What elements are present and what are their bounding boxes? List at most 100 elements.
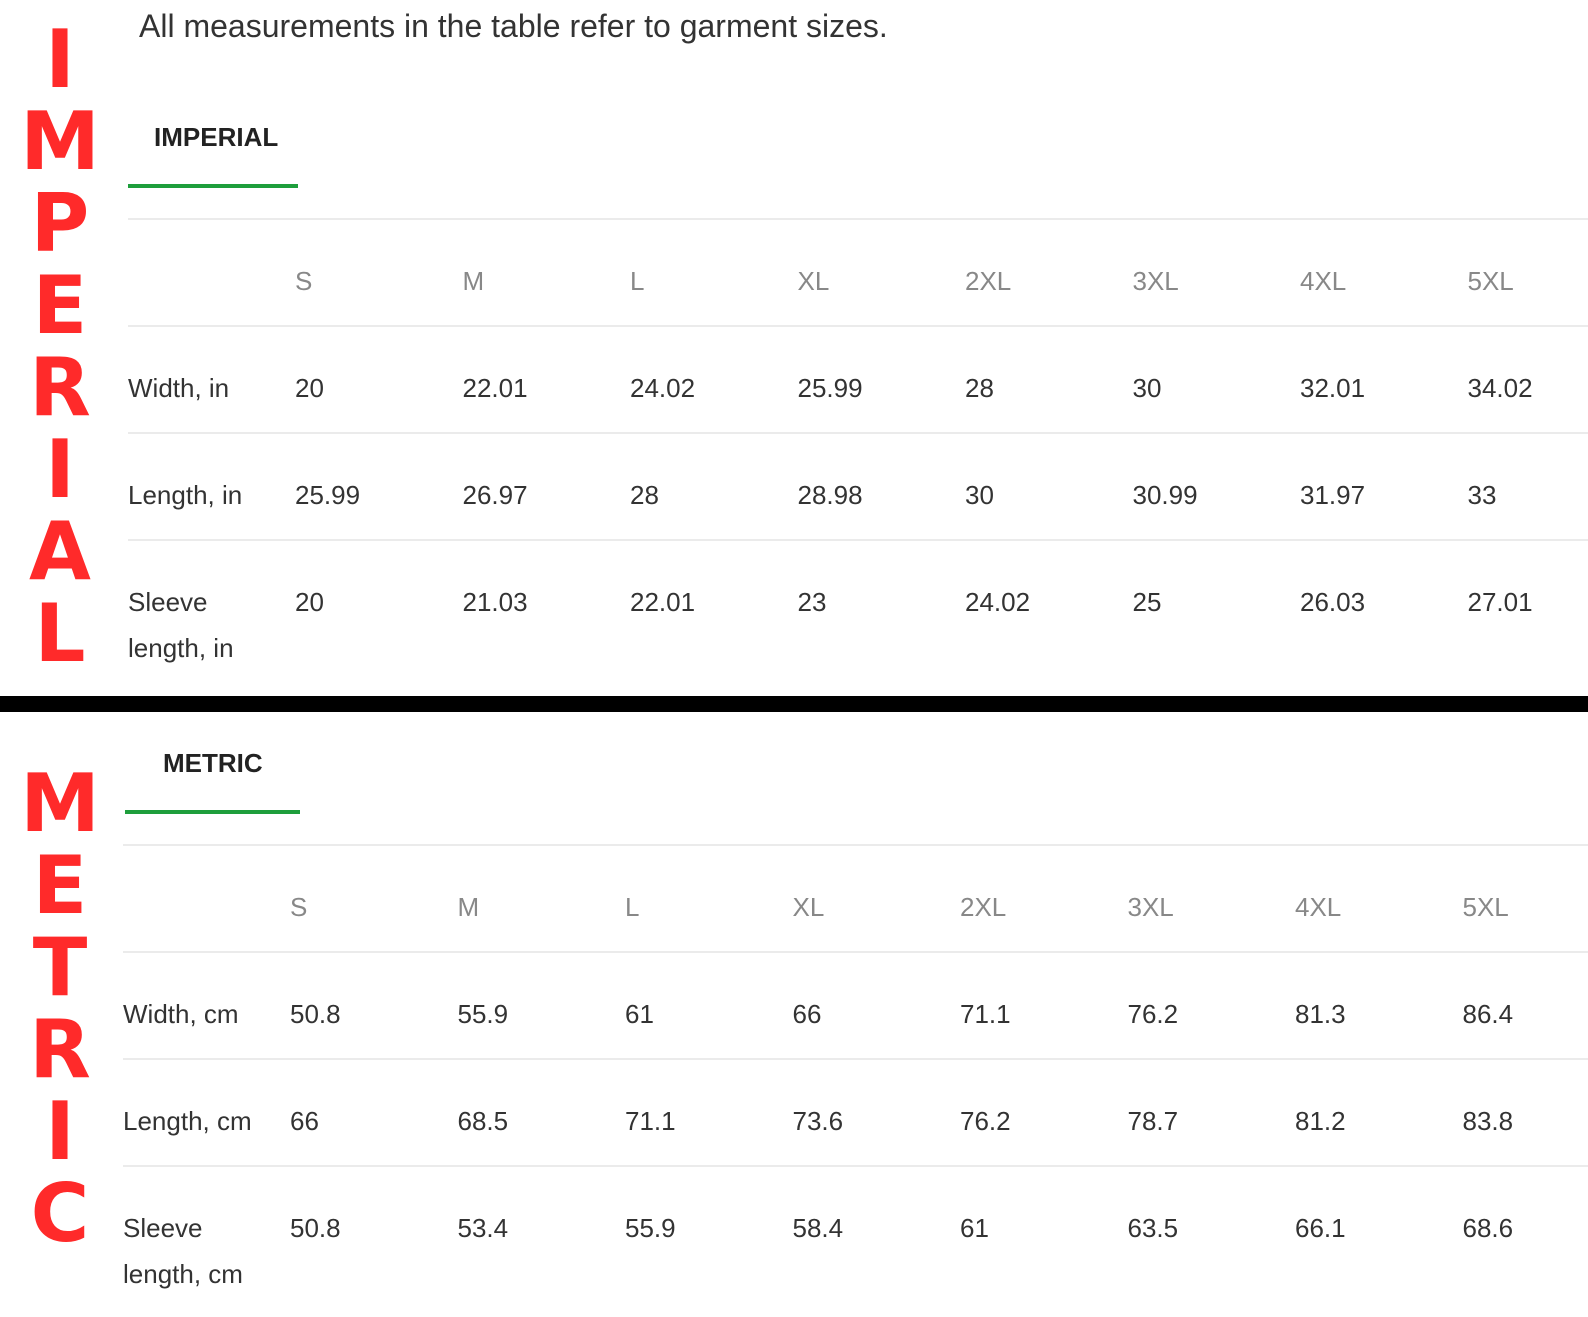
measurement-cell: 34.02	[1467, 373, 1533, 403]
measurement-cell: 26.97	[462, 480, 528, 510]
measurement-cell: 83.8	[1462, 1106, 1514, 1136]
side-letter: M	[20, 95, 100, 188]
header-corner-cell	[123, 846, 290, 884]
measurement-cell: 21.03	[462, 587, 528, 617]
measurement-cell: 28	[630, 480, 659, 510]
measurement-cell: 76.2	[1127, 999, 1179, 1029]
side-letter: C	[30, 1167, 90, 1260]
measurement-cell: 30	[965, 480, 994, 510]
measurement-cell: 20	[295, 587, 324, 617]
measurement-cell: 24.02	[630, 373, 696, 403]
row-label: Length, cm	[123, 1106, 252, 1136]
size-header-cell: 3XL	[1127, 892, 1174, 922]
measurement-cell: 58.4	[792, 1213, 844, 1243]
measurement-cell: 86.4	[1462, 999, 1514, 1029]
tab-metric-label: METRIC	[163, 748, 263, 778]
tab-imperial[interactable]: IMPERIAL	[128, 100, 298, 188]
side-letter: P	[30, 177, 90, 270]
row-label-cell: Length, in	[128, 434, 295, 518]
measurement-cell: 61	[960, 1213, 989, 1243]
tab-active-underline	[125, 810, 300, 814]
table-row: Width, cm 50.8 55.9 61 66 71.1 76.2 81.3 86.4	[123, 953, 1588, 1060]
table-row: Length, in 25.99 26.97 28 28.98 30 30.99 31.97 3…	[128, 434, 1588, 541]
side-letter: E	[32, 839, 88, 932]
size-header-cell: M	[462, 266, 485, 296]
measurement-cell: 23	[797, 587, 827, 617]
side-letter: A	[29, 505, 91, 598]
tab-imperial-label: IMPERIAL	[154, 122, 279, 152]
measurement-cell: 27.01	[1467, 587, 1533, 617]
size-header-cell: S	[290, 892, 308, 922]
table-row: Length, cm 66 68.5 71.1 73.6 76.2 78.7 81.2 83.8	[123, 1060, 1588, 1167]
metric-size-table: S M L XL 2XL 3XL 4XL 5XL Width, cm 50.8 55.9 61 66 71…	[123, 846, 1588, 1289]
size-header-cell: S	[295, 266, 313, 296]
side-letter: I	[45, 423, 75, 516]
measurement-cell: 28	[965, 373, 994, 403]
table-row: Width, in 20 22.01 24.02 25.99 28 30 32.01 34.02	[128, 327, 1588, 434]
measurement-cell: 30	[1132, 373, 1162, 403]
imperial-size-table-section: IMPERIAL S M L XL 2XL 3XL 4XL 5XL Width, in 20 22.…	[128, 100, 1588, 663]
row-label: Width, in	[128, 373, 230, 403]
measurement-cell: 26.03	[1300, 587, 1366, 617]
side-letter: E	[32, 259, 88, 352]
side-letter: M	[20, 757, 100, 850]
row-label: Length, in	[128, 480, 243, 510]
size-header-cell: 5XL	[1467, 266, 1514, 296]
measurement-cell: 68.5	[457, 1106, 509, 1136]
row-label: Sleeve length, cm	[123, 1213, 243, 1289]
row-label-cell: Width, in	[128, 327, 295, 411]
measurement-cell: 55.9	[625, 1213, 676, 1243]
table-row: Sleeve length, cm 50.8 53.4 55.9 58.4 61 63.5 6…	[123, 1167, 1588, 1289]
side-letter: R	[29, 1003, 91, 1096]
measurement-cell: 63.5	[1127, 1213, 1179, 1243]
measurement-cell: 55.9	[457, 999, 509, 1029]
measurement-cell: 76.2	[960, 1106, 1011, 1136]
header-corner-cell	[128, 220, 295, 258]
size-header-row: S M L XL 2XL 3XL 4XL 5XL	[123, 846, 1588, 953]
measurement-cell: 25.99	[295, 480, 361, 510]
tab-active-underline	[128, 184, 298, 188]
measurement-cell: 22.01	[462, 373, 528, 403]
size-header-cell: 3XL	[1132, 266, 1179, 296]
measurement-cell: 73.6	[792, 1106, 844, 1136]
measurement-cell: 28.98	[797, 480, 863, 510]
size-header-cell: 4XL	[1295, 892, 1342, 922]
table-row: Sleeve length, in 20 21.03 22.01 23 24.02 25 26…	[128, 541, 1588, 663]
measurement-cell: 33	[1467, 480, 1497, 510]
measurement-cell: 81.2	[1295, 1106, 1346, 1136]
size-header-cell: L	[630, 266, 645, 296]
size-header-cell: 4XL	[1300, 266, 1347, 296]
size-header-cell: 2XL	[960, 892, 1007, 922]
side-letter: R	[29, 341, 91, 434]
size-header-cell: 5XL	[1462, 892, 1509, 922]
measurement-cell: 78.7	[1127, 1106, 1179, 1136]
row-label-cell: Length, cm	[123, 1060, 290, 1144]
row-label: Width, cm	[123, 999, 239, 1029]
measurement-cell: 66	[792, 999, 822, 1029]
measurement-cell: 53.4	[457, 1213, 509, 1243]
measurement-cell: 25	[1132, 587, 1162, 617]
size-header-cell: 2XL	[965, 266, 1012, 296]
measurement-cell: 68.6	[1462, 1213, 1514, 1243]
size-header-row: S M L XL 2XL 3XL 4XL 5XL	[128, 220, 1588, 327]
size-header-cell: XL	[792, 892, 825, 922]
measurement-cell: 31.97	[1300, 480, 1366, 510]
size-header-cell: XL	[797, 266, 830, 296]
side-letter: I	[45, 13, 75, 106]
measurement-cell: 61	[625, 999, 654, 1029]
measurement-cell: 32.01	[1300, 373, 1366, 403]
row-label: Sleeve length, in	[128, 587, 234, 663]
measurement-cell: 25.99	[797, 373, 863, 403]
measurement-cell: 66.1	[1295, 1213, 1346, 1243]
tab-metric[interactable]: METRIC	[123, 726, 300, 814]
row-label-cell: Width, cm	[123, 953, 290, 1037]
table-top-rule	[123, 844, 1588, 846]
side-letter: I	[45, 1085, 75, 1178]
row-label-cell: Sleeve length, in	[128, 541, 295, 671]
size-header-cell: L	[625, 892, 640, 922]
section-divider	[0, 696, 1588, 712]
metric-size-table-section: METRIC S M L XL 2XL 3XL 4XL 5XL Width, cm 50.8 55.…	[123, 726, 1588, 1289]
measurement-cell: 50.8	[290, 999, 341, 1029]
measurement-cell: 20	[295, 373, 324, 403]
